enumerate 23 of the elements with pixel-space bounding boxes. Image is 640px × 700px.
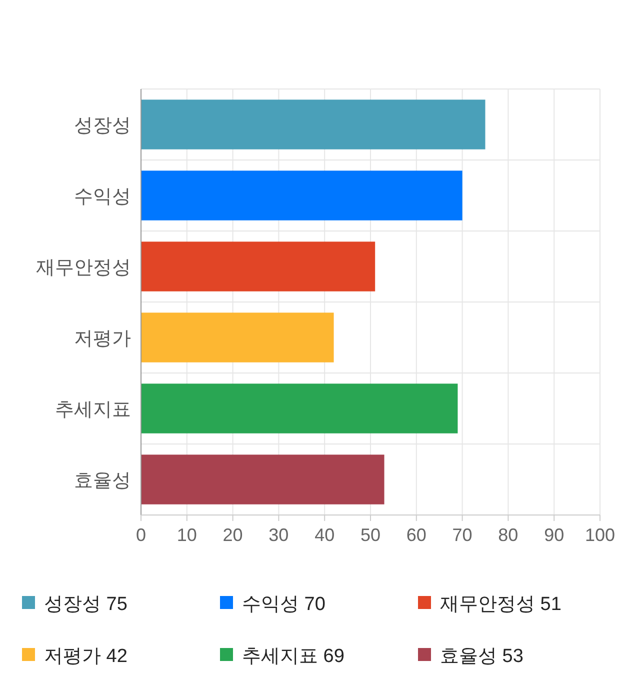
x-tick-label: 90 (544, 525, 564, 545)
x-tick-label: 0 (136, 525, 146, 545)
x-tick-label: 100 (584, 525, 616, 545)
y-tick-label: 추세지표 (55, 400, 131, 420)
x-tick-label: 40 (314, 525, 335, 545)
legend-label: 추세지표 69 (242, 646, 344, 667)
x-tick-label: 20 (222, 525, 243, 545)
x-tick-label: 80 (498, 525, 518, 545)
y-tick-label: 성장성 (74, 116, 131, 136)
x-tick-label: 30 (268, 525, 289, 545)
legend-label: 성장성 75 (44, 594, 128, 615)
legend-label: 수익성 70 (242, 594, 326, 615)
x-tick-label: 50 (360, 525, 381, 545)
legend-label: 재무안정성 51 (440, 594, 562, 615)
y-tick-label: 재무안정성 (36, 258, 131, 278)
y-tick-label: 효율성 (74, 470, 131, 492)
x-tick-label: 70 (452, 525, 472, 545)
x-tick-label: 10 (176, 525, 197, 545)
legend-label: 저평가 42 (44, 646, 128, 667)
legend-label: 효율성 53 (440, 646, 524, 667)
y-tick-label: 수익성 (74, 186, 131, 208)
x-tick-label: 60 (406, 525, 426, 545)
y-tick-label: 저평가 (74, 328, 131, 350)
